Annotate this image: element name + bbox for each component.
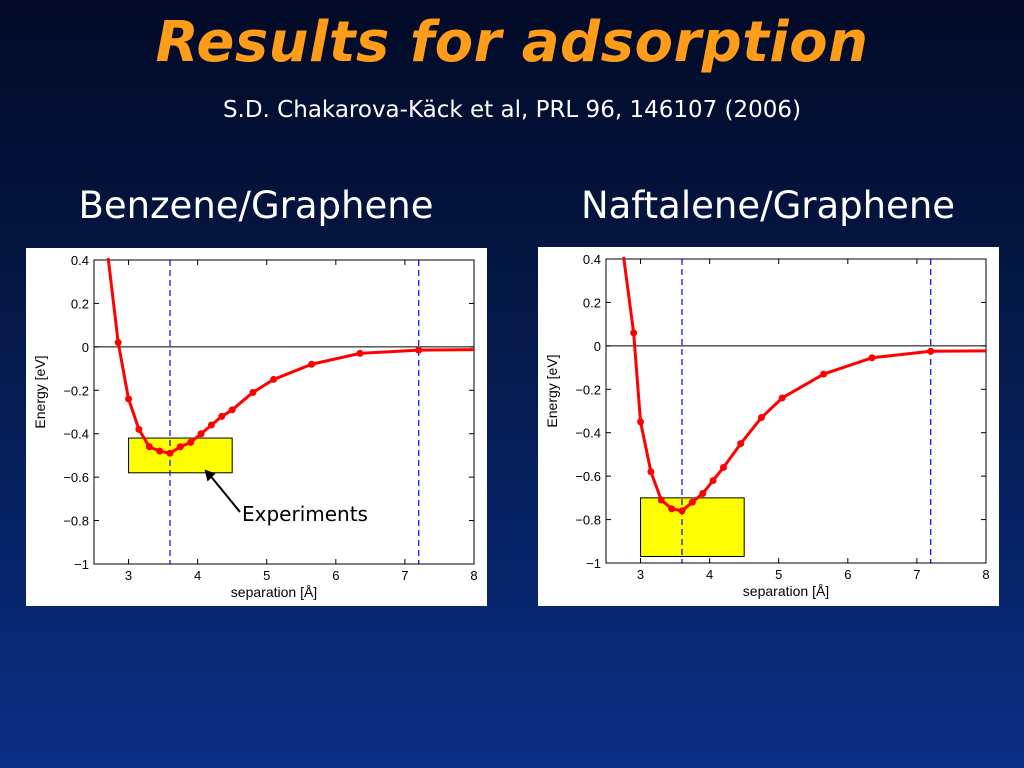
annotation-arrow (207, 472, 241, 513)
data-point (630, 329, 638, 337)
x-tick-label: 5 (775, 567, 782, 582)
x-tick-label: 8 (470, 568, 477, 583)
x-tick-label: 6 (332, 568, 339, 583)
data-point (678, 507, 686, 515)
data-point (176, 443, 184, 451)
data-point (228, 406, 236, 414)
data-point (197, 430, 205, 438)
experiment-box (640, 497, 745, 557)
plot-frame (605, 258, 987, 564)
x-tick-label: 7 (913, 567, 920, 582)
chart-naftalene: 3 4 5 6 7 8 0.4 0.2 0 −0.2 −0.4 −0.6 −0.8 −1 separatio… (544, 252, 990, 599)
data-point (709, 476, 717, 484)
data-point (637, 418, 645, 426)
y-tick-label: −0.8 (575, 513, 601, 528)
data-point (868, 354, 876, 362)
x-axis-label: separation [Å] (743, 583, 829, 599)
y-tick-label: 0.2 (71, 296, 89, 311)
y-axis-label: Energy [eV] (544, 354, 560, 427)
data-point (356, 349, 364, 357)
data-point (270, 375, 278, 383)
annotation-arrowhead (204, 469, 216, 482)
x-tick-label: 6 (844, 567, 851, 582)
data-point (308, 360, 316, 368)
data-point (737, 440, 745, 448)
data-point (145, 443, 153, 451)
y-tick-label: −0.4 (63, 427, 89, 442)
chart-panel-benzene: 3 4 5 6 7 8 0.4 0.2 0 −0.2 −0.4 −0.6 −0.8 −1 separatio… (26, 248, 487, 606)
y-tick-label: −0.4 (575, 426, 601, 441)
data-point (166, 449, 174, 457)
data-point (125, 395, 133, 403)
slide-subtitle: S.D. Chakarova-Käck et al, PRL 96, 14610… (222, 97, 802, 123)
y-tick-label: −0.2 (575, 382, 601, 397)
y-tick-label: −1 (74, 557, 89, 572)
data-point (218, 412, 226, 420)
chart-benzene: 3 4 5 6 7 8 0.4 0.2 0 −0.2 −0.4 −0.6 −0.8 −1 separatio… (32, 253, 478, 600)
annotation-experiments: Experiments (242, 502, 368, 526)
y-tick-label: 0.2 (583, 295, 601, 310)
chart-panel-naftalene: 3 4 5 6 7 8 0.4 0.2 0 −0.2 −0.4 −0.6 −0.8 −1 separatio… (538, 247, 999, 606)
y-tick-label: −0.2 (63, 383, 89, 398)
data-point (757, 414, 765, 422)
x-tick-label: 4 (706, 567, 713, 582)
data-point (927, 347, 935, 355)
y-tick-label: 0 (82, 340, 89, 355)
y-tick-label: 0 (594, 339, 601, 354)
data-point (114, 339, 122, 347)
y-tick-label: 0.4 (583, 252, 601, 267)
data-point (156, 447, 164, 455)
panel-title-naftalene: Naftalene/Graphene (580, 184, 956, 227)
data-point (647, 468, 655, 476)
x-tick-label: 4 (194, 568, 201, 583)
y-tick-label: −0.6 (63, 470, 89, 485)
y-tick-label: −0.8 (63, 514, 89, 529)
data-point (657, 496, 665, 504)
data-point (668, 505, 676, 513)
slide-title: Results for adsorption (155, 10, 869, 75)
data-point (187, 438, 195, 446)
energy-curve (622, 256, 987, 513)
data-point (778, 394, 786, 402)
data-point (719, 463, 727, 471)
data-point (820, 370, 828, 378)
x-tick-label: 7 (401, 568, 408, 583)
x-tick-label: 5 (263, 568, 270, 583)
y-tick-label: −1 (586, 556, 601, 571)
y-tick-label: −0.6 (575, 469, 601, 484)
x-tick-label: 3 (637, 567, 644, 582)
data-point (688, 498, 696, 506)
panel-title-benzene: Benzene/Graphene (78, 184, 434, 227)
data-point (207, 421, 215, 429)
data-point (415, 346, 423, 354)
data-point (249, 388, 257, 396)
x-tick-label: 3 (125, 568, 132, 583)
x-tick-label: 8 (982, 567, 989, 582)
data-point (699, 490, 707, 498)
plot-frame (93, 259, 475, 565)
y-tick-label: 0.4 (71, 253, 89, 268)
data-point (135, 425, 143, 433)
x-axis-label: separation [Å] (231, 584, 317, 600)
y-axis-label: Energy [eV] (32, 355, 48, 428)
